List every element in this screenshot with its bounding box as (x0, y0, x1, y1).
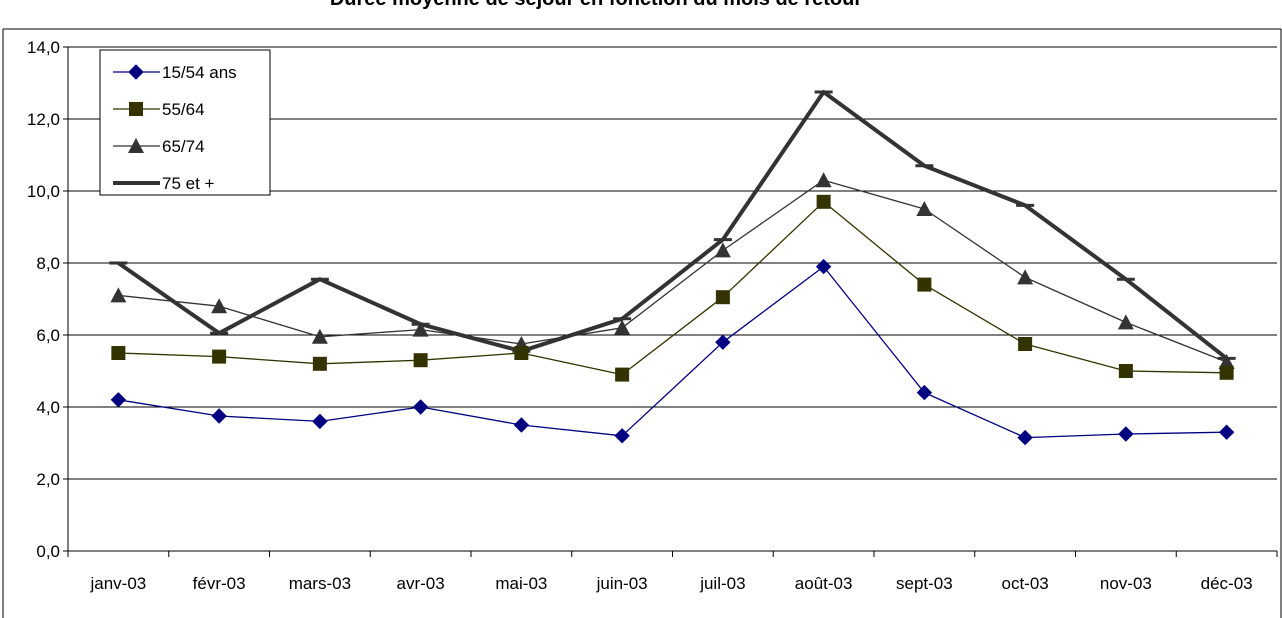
x-tick-label: sept-03 (896, 574, 953, 593)
data-point-triangle (614, 319, 631, 335)
legend-box (99, 49, 271, 196)
data-point-square (413, 353, 428, 368)
data-point-square (1219, 365, 1234, 380)
data-point-triangle (211, 298, 228, 314)
legend: 15/54 ans 55/64 65/74 75 et + (99, 49, 271, 196)
series-line (117, 90, 1228, 360)
data-point-diamond (1118, 426, 1134, 442)
data-point-square (111, 346, 126, 360)
data-point-triangle (412, 321, 429, 337)
data-point-square (1118, 364, 1133, 378)
data-point-triangle (311, 328, 328, 344)
data-point-diamond (1017, 429, 1033, 446)
plot-area: 0,0 2,0 4,0 6,0 8,0 10,0 12,0 14,0 janv-03 févr-0… (2, 28, 1282, 618)
series-line (118, 179, 1227, 363)
y-tick-label: 6,0 (36, 326, 60, 345)
data-point-triangle (1017, 269, 1034, 285)
data-point-square (917, 277, 932, 292)
y-tick-label: 4,0 (36, 398, 60, 417)
legend-item: 65/74 (113, 137, 205, 156)
data-point-diamond (513, 417, 530, 433)
data-point-diamond (211, 408, 227, 424)
data-point-diamond (715, 334, 731, 350)
x-tick-label: janv-03 (89, 574, 146, 593)
data-point-diamond (815, 258, 832, 275)
x-tick-label: juin-03 (596, 574, 648, 593)
x-tick-label: août-03 (795, 574, 853, 593)
y-tick-label: 12,0 (27, 110, 60, 129)
y-tick-label: 2,0 (36, 470, 60, 489)
data-point-square (1018, 337, 1033, 351)
legend-label: 15/54 ans (162, 63, 237, 82)
y-tick-label: 0,0 (36, 542, 60, 561)
data-point-triangle (110, 287, 127, 303)
legend-label: 75 et + (162, 174, 215, 193)
chart-title: Durée moyenne de séjour en fonction du m… (330, 0, 863, 10)
data-point-diamond (614, 428, 630, 444)
data-point-diamond (128, 64, 144, 80)
x-tick-label: mai-03 (495, 574, 547, 593)
data-point-square (715, 290, 730, 305)
data-point-triangle (1117, 314, 1134, 330)
legend-label: 55/64 (162, 100, 205, 119)
data-point-diamond (1218, 424, 1235, 440)
data-point-triangle (714, 242, 731, 258)
data-point-triangle (815, 172, 832, 188)
x-tick-label: avr-03 (397, 574, 445, 593)
legend-item: 55/64 (113, 100, 205, 119)
legend-label: 65/74 (162, 137, 205, 156)
series-line (118, 265, 1227, 439)
data-point-square (312, 356, 327, 371)
data-point-square (615, 367, 630, 382)
x-tick-label: juil-03 (699, 574, 745, 593)
data-point-triangle (1218, 354, 1235, 369)
series-line (118, 201, 1227, 376)
data-point-square (129, 102, 143, 116)
data-point-diamond (412, 399, 429, 415)
legend-item: 15/54 ans (113, 63, 237, 82)
data-point-square (514, 346, 529, 360)
data-point-triangle (916, 201, 933, 216)
x-tick-label: mars-03 (289, 574, 351, 593)
x-tick-label: déc-03 (1201, 574, 1253, 593)
data-point-diamond (110, 392, 127, 408)
data-point-diamond (916, 384, 933, 401)
x-tick-label: oct-03 (1002, 574, 1049, 593)
data-point-square (816, 194, 831, 209)
y-tick-label: 10,0 (27, 182, 60, 201)
legend-item: 75 et + (113, 174, 215, 193)
x-tick-label: févr-03 (193, 574, 246, 593)
data-point-square (212, 349, 227, 364)
y-tick-label: 8,0 (36, 254, 60, 273)
x-tick-label: nov-03 (1100, 574, 1152, 593)
data-point-triangle (128, 138, 144, 153)
data-point-diamond (312, 413, 328, 430)
y-tick-label: 14,0 (27, 38, 60, 57)
